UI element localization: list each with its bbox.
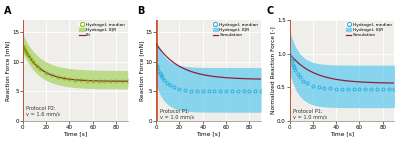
Text: B: B	[137, 6, 145, 16]
Text: Protocol P2:
v = 1.6 mm/s: Protocol P2: v = 1.6 mm/s	[26, 106, 60, 116]
Y-axis label: Reaction Force [mN]: Reaction Force [mN]	[6, 40, 10, 101]
X-axis label: Time [s]: Time [s]	[196, 131, 221, 136]
Legend: Hydrogel, median, Hydrogel, IQR, Fit: Hydrogel, median, Hydrogel, IQR, Fit	[79, 22, 126, 38]
Y-axis label: Reaction Force [mN]: Reaction Force [mN]	[139, 40, 144, 101]
Text: C: C	[266, 6, 274, 16]
Legend: Hydrogel, median, Hydrogel, IQR, Simulation: Hydrogel, median, Hydrogel, IQR, Simulat…	[212, 22, 259, 38]
Text: Protocol P1:
v = 1.0 mm/s: Protocol P1: v = 1.0 mm/s	[160, 109, 194, 119]
Text: Protocol P1:
v = 1.0 mm/s: Protocol P1: v = 1.0 mm/s	[293, 109, 327, 120]
Y-axis label: Normalized Reaction Force [-]: Normalized Reaction Force [-]	[270, 27, 276, 114]
Legend: Hydrogel, median, Hydrogel, IQR, Simulation: Hydrogel, median, Hydrogel, IQR, Simulat…	[346, 22, 392, 38]
X-axis label: Time [s]: Time [s]	[330, 131, 354, 136]
X-axis label: Time [s]: Time [s]	[63, 131, 88, 136]
Text: A: A	[4, 6, 12, 16]
